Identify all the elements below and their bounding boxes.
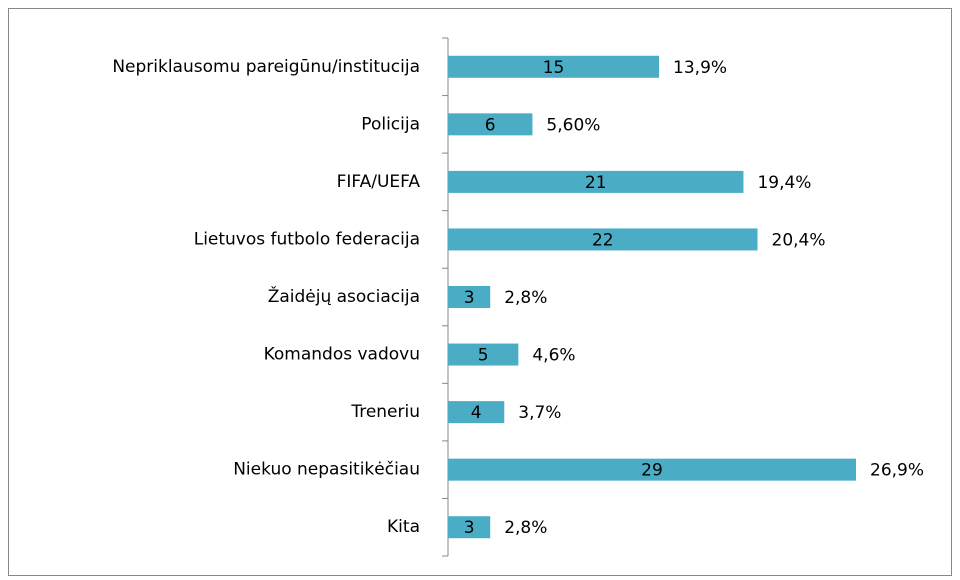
bar bbox=[448, 401, 505, 424]
category-label: Policija bbox=[361, 114, 420, 134]
bar-value-label: 29 bbox=[641, 461, 663, 481]
bar-value-label: 6 bbox=[485, 115, 496, 135]
share-label: 4,6% bbox=[532, 346, 575, 366]
bar-value-label: 15 bbox=[543, 58, 565, 78]
bar bbox=[448, 170, 744, 193]
category-label: Nepriklausomu pareigūnu/institucija bbox=[112, 57, 420, 77]
category-label: Komandos vadovu bbox=[264, 345, 420, 365]
bar-value-label: 3 bbox=[464, 288, 475, 308]
bar bbox=[448, 113, 533, 136]
category-label: Žaidėjų asociacija bbox=[268, 285, 420, 307]
category-label: Lietuvos futbolo federacija bbox=[194, 229, 420, 249]
share-label: 3,7% bbox=[518, 403, 561, 423]
bar bbox=[448, 228, 758, 251]
share-label: 5,60% bbox=[546, 115, 600, 135]
category-label: FIFA/UEFA bbox=[337, 172, 421, 192]
share-label: 26,9% bbox=[870, 461, 924, 481]
share-label: 20,4% bbox=[772, 230, 826, 250]
bar bbox=[448, 458, 856, 481]
bar-value-label: 3 bbox=[464, 518, 475, 538]
bar bbox=[448, 516, 491, 539]
bar bbox=[448, 286, 491, 308]
bar-value-label: 4 bbox=[471, 403, 482, 423]
category-label: Treneriu bbox=[350, 402, 420, 422]
category-label: Kita bbox=[387, 517, 420, 537]
bar-value-label: 21 bbox=[585, 173, 607, 193]
bar bbox=[448, 343, 519, 366]
bar-value-label: 5 bbox=[478, 346, 489, 366]
share-label: 2,8% bbox=[504, 288, 547, 308]
category-label: Niekuo nepasitikėčiau bbox=[233, 460, 420, 480]
share-label: 13,9% bbox=[673, 58, 727, 78]
bar-value-label: 22 bbox=[592, 230, 614, 250]
share-label: 2,8% bbox=[504, 518, 547, 538]
bar bbox=[448, 55, 660, 78]
share-label: 19,4% bbox=[757, 173, 811, 193]
